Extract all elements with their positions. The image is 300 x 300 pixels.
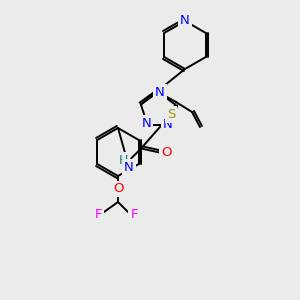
Text: H: H xyxy=(118,154,128,167)
Text: O: O xyxy=(113,182,123,196)
Text: O: O xyxy=(161,146,171,159)
Text: N: N xyxy=(124,161,134,174)
Text: N: N xyxy=(163,118,172,131)
Text: F: F xyxy=(94,208,102,220)
Text: N: N xyxy=(180,14,190,28)
Text: F: F xyxy=(130,208,138,220)
Text: N: N xyxy=(155,85,165,98)
Text: N: N xyxy=(142,117,151,130)
Text: S: S xyxy=(167,108,175,121)
